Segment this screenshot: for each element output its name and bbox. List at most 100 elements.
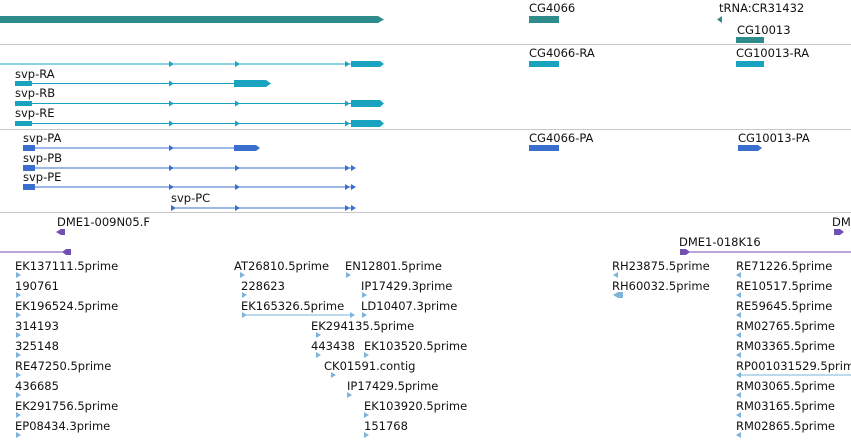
gene-feature[interactable] — [0, 16, 384, 23]
est-feature[interactable]: EK165326.5prime — [241, 299, 355, 318]
protein-label: svp-PA — [23, 131, 61, 145]
est-label: 436685 — [15, 379, 59, 393]
protein-label: CG4066-PA — [529, 131, 594, 145]
gene-track: CG4066 tRNA:CR31432 CG10013 — [0, 1, 804, 43]
est-label: 228623 — [241, 279, 285, 293]
transcript-feature[interactable]: svp-RE — [15, 106, 384, 127]
est-feature[interactable]: RM03065.5prime — [736, 379, 835, 398]
est-feature[interactable]: EN12801.5prime — [345, 259, 442, 278]
est-label: IP17429.3prime — [361, 279, 452, 293]
transcript-label: svp-RA — [15, 67, 55, 81]
est-label: RE59645.5prime — [736, 299, 832, 313]
transcript-feature[interactable]: CG10013-RA — [736, 46, 809, 67]
gene-label: tRNA:CR31432 — [719, 1, 804, 15]
protein-feature[interactable]: CG4066-PA — [529, 131, 594, 151]
est-label: EN12801.5prime — [345, 259, 442, 273]
est-label: RP001031529.5prime — [736, 359, 851, 373]
protein-label: svp-PE — [23, 170, 61, 184]
est-label: RE10517.5prime — [736, 279, 832, 293]
est-feature[interactable]: RP001031529.5prime — [736, 359, 851, 378]
est-feature[interactable]: RH60032.5prime — [612, 279, 710, 298]
est-feature[interactable]: RM02765.5prime — [736, 319, 835, 338]
est-feature[interactable]: AT26810.5prime — [234, 259, 329, 278]
est-label: RM03065.5prime — [736, 379, 835, 393]
gene-feature[interactable]: tRNA:CR31432 — [717, 1, 804, 23]
est-label: RM02865.5prime — [736, 419, 835, 433]
gene-label: CG10013 — [737, 23, 791, 37]
transcript-feature[interactable]: CG4066-RA — [529, 46, 595, 67]
est-feature[interactable]: 325148 — [15, 339, 59, 358]
est-label: EK103520.5prime — [364, 339, 467, 353]
gene-label: CG4066 — [529, 1, 575, 15]
est-feature[interactable]: RH23875.5prime — [612, 259, 710, 278]
protein-label: svp-PB — [23, 151, 62, 165]
est-label: 151768 — [364, 419, 408, 433]
est-feature[interactable]: EK103920.5prime — [364, 399, 467, 418]
gene-feature[interactable]: CG10013 — [736, 23, 791, 43]
clone-feature[interactable]: DME1-009N05.F — [56, 215, 150, 235]
est-feature[interactable]: LD10407.3prime — [361, 299, 457, 318]
transcript-track: svp-RA svp-RB svp-RE — [0, 46, 809, 127]
protein-feature[interactable]: CG10013-PA — [738, 131, 810, 151]
protein-feature[interactable]: svp-PB — [23, 151, 356, 171]
est-feature[interactable]: 314193 — [15, 319, 59, 338]
est-label: CK01591.contig — [324, 359, 415, 373]
clone-label: DM — [832, 215, 851, 229]
est-label: 325148 — [15, 339, 59, 353]
est-feature[interactable]: 151768 — [364, 419, 408, 438]
est-feature[interactable]: 190761 — [15, 279, 59, 298]
track-separators — [0, 44, 851, 213]
est-feature[interactable]: IP17429.5prime — [347, 379, 438, 398]
protein-feature[interactable]: svp-PC — [171, 191, 356, 211]
est-feature[interactable]: EK137111.5prime — [15, 259, 118, 278]
est-feature[interactable]: RE59645.5prime — [736, 299, 832, 318]
est-feature[interactable]: RM02865.5prime — [736, 419, 835, 438]
protein-feature[interactable]: svp-PA — [23, 131, 260, 151]
protein-label: svp-PC — [171, 191, 210, 205]
clone-label: DME1-009N05.F — [57, 215, 150, 229]
est-feature[interactable]: 228623 — [241, 279, 285, 298]
est-feature[interactable]: RE10517.5prime — [736, 279, 832, 298]
est-feature[interactable]: IP17429.3prime — [361, 279, 452, 298]
transcript-label: svp-RB — [15, 86, 55, 100]
clone-feature[interactable]: DM — [832, 215, 851, 235]
protein-label: CG10013-PA — [738, 131, 810, 145]
est-feature[interactable]: RE47250.5prime — [15, 359, 111, 378]
est-feature[interactable]: EK196524.5prime — [15, 299, 118, 318]
est-label: EP08434.3prime — [15, 419, 110, 433]
est-label: RH23875.5prime — [612, 259, 710, 273]
est-label: 314193 — [15, 319, 59, 333]
transcript-feature[interactable]: svp-RA — [15, 67, 271, 87]
est-feature[interactable]: EK294135.5prime — [311, 319, 414, 338]
transcript-feature[interactable] — [0, 61, 384, 67]
est-label: RE47250.5prime — [15, 359, 111, 373]
est-feature[interactable]: RE71226.5prime — [736, 259, 832, 278]
est-feature[interactable]: CK01591.contig — [324, 359, 415, 378]
est-label: RE71226.5prime — [736, 259, 832, 273]
transcript-label: CG10013-RA — [736, 46, 809, 60]
est-label: EK137111.5prime — [15, 259, 118, 273]
transcript-label: svp-RE — [15, 106, 55, 120]
protein-feature[interactable]: svp-PE — [23, 170, 356, 190]
clone-feature[interactable] — [0, 249, 71, 255]
est-feature[interactable]: RM03165.5prime — [736, 399, 835, 418]
transcript-feature[interactable]: svp-RB — [15, 86, 384, 107]
est-label: RM02765.5prime — [736, 319, 835, 333]
est-label: LD10407.3prime — [361, 299, 457, 313]
est-feature[interactable]: EP08434.3prime — [15, 419, 110, 438]
est-label: RM03365.5prime — [736, 339, 835, 353]
est-feature[interactable]: RM03365.5prime — [736, 339, 835, 358]
clone-feature[interactable]: DME1-018K16 — [679, 235, 851, 255]
transcript-label: CG4066-RA — [529, 46, 595, 60]
est-label: 190761 — [15, 279, 59, 293]
est-feature[interactable]: EK291756.5prime — [15, 399, 118, 418]
est-feature[interactable]: 436685 — [15, 379, 59, 398]
est-label: EK294135.5prime — [311, 319, 414, 333]
gene-feature[interactable]: CG4066 — [529, 1, 575, 23]
est-feature[interactable]: EK103520.5prime — [364, 339, 467, 358]
est-label: RH60032.5prime — [612, 279, 710, 293]
est-feature[interactable]: 443438 — [311, 339, 355, 358]
est-track: EK137111.5prime 190761 EK196524.5prime 3… — [15, 259, 851, 438]
clone-track: DME1-009N05.F DME1-018K16 DM — [0, 215, 851, 255]
